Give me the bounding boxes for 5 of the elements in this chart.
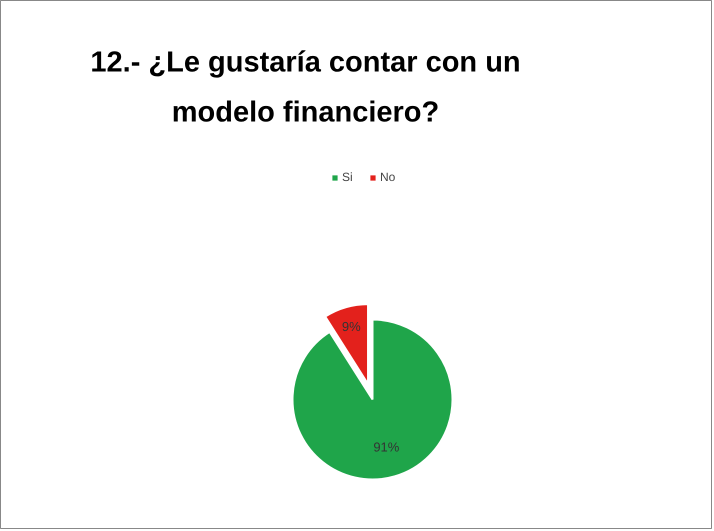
chart-title: 12.- ¿Le gustaría contar con un modelo financiero? xyxy=(90,46,521,128)
legend-label: Si xyxy=(342,170,354,184)
data-label: 9% xyxy=(342,319,362,334)
data-label: 91% xyxy=(373,440,400,455)
legend-label: No xyxy=(380,170,396,184)
